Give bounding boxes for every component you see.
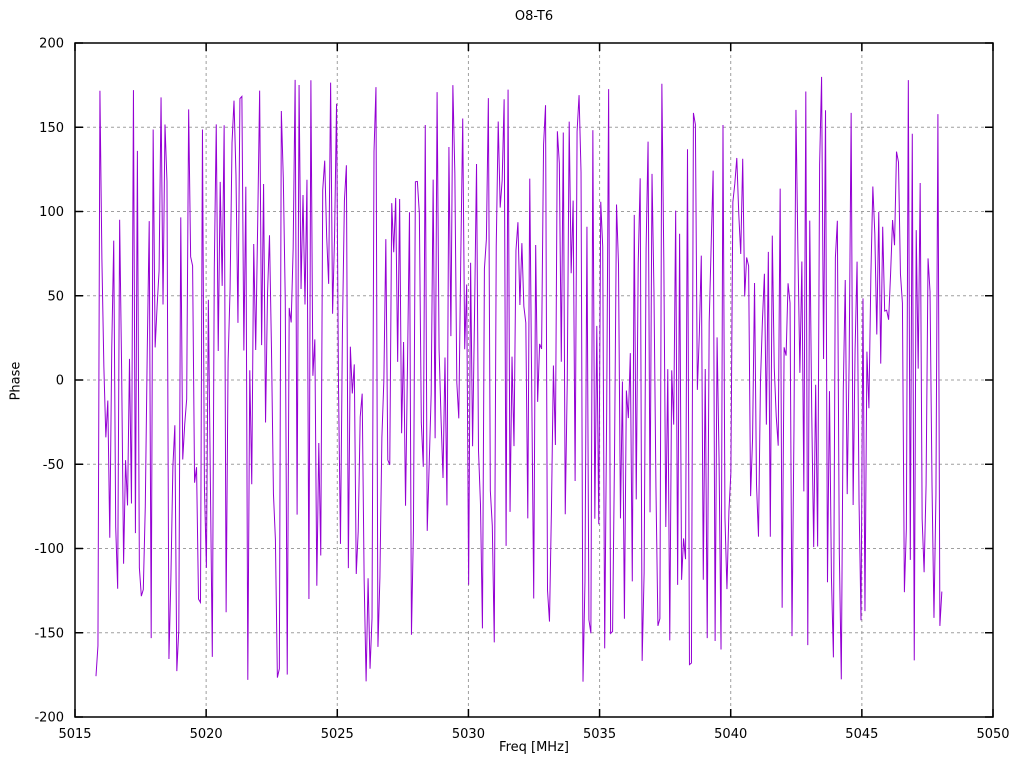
y-axis-label: Phase	[8, 361, 24, 401]
x-tick-label: 5045	[845, 727, 878, 742]
y-tick-label: 150	[39, 121, 64, 136]
y-tick-label: -50	[43, 458, 64, 473]
y-tick-label: 200	[39, 37, 64, 52]
x-tick-label: 5025	[321, 727, 354, 742]
y-tick-label: 50	[47, 289, 64, 304]
data-line	[95, 76, 943, 682]
y-tick-label: -100	[34, 542, 64, 557]
x-tick-label: 5020	[190, 727, 223, 742]
x-tick-label: 5035	[583, 727, 616, 742]
chart-title: O8-T6	[514, 9, 554, 24]
y-tick-label: -150	[34, 626, 64, 641]
y-tick-label: 100	[39, 205, 64, 220]
x-axis-label: Freq [MHz]	[499, 740, 569, 755]
x-tick-label: 5030	[452, 727, 485, 742]
y-tick-label: 0	[56, 374, 64, 389]
y-tick-label: -200	[34, 711, 64, 726]
x-tick-label: 5040	[714, 727, 747, 742]
x-tick-label: 5050	[976, 727, 1009, 742]
plot-border	[74, 42, 994, 718]
x-tick-label: 5015	[58, 727, 91, 742]
